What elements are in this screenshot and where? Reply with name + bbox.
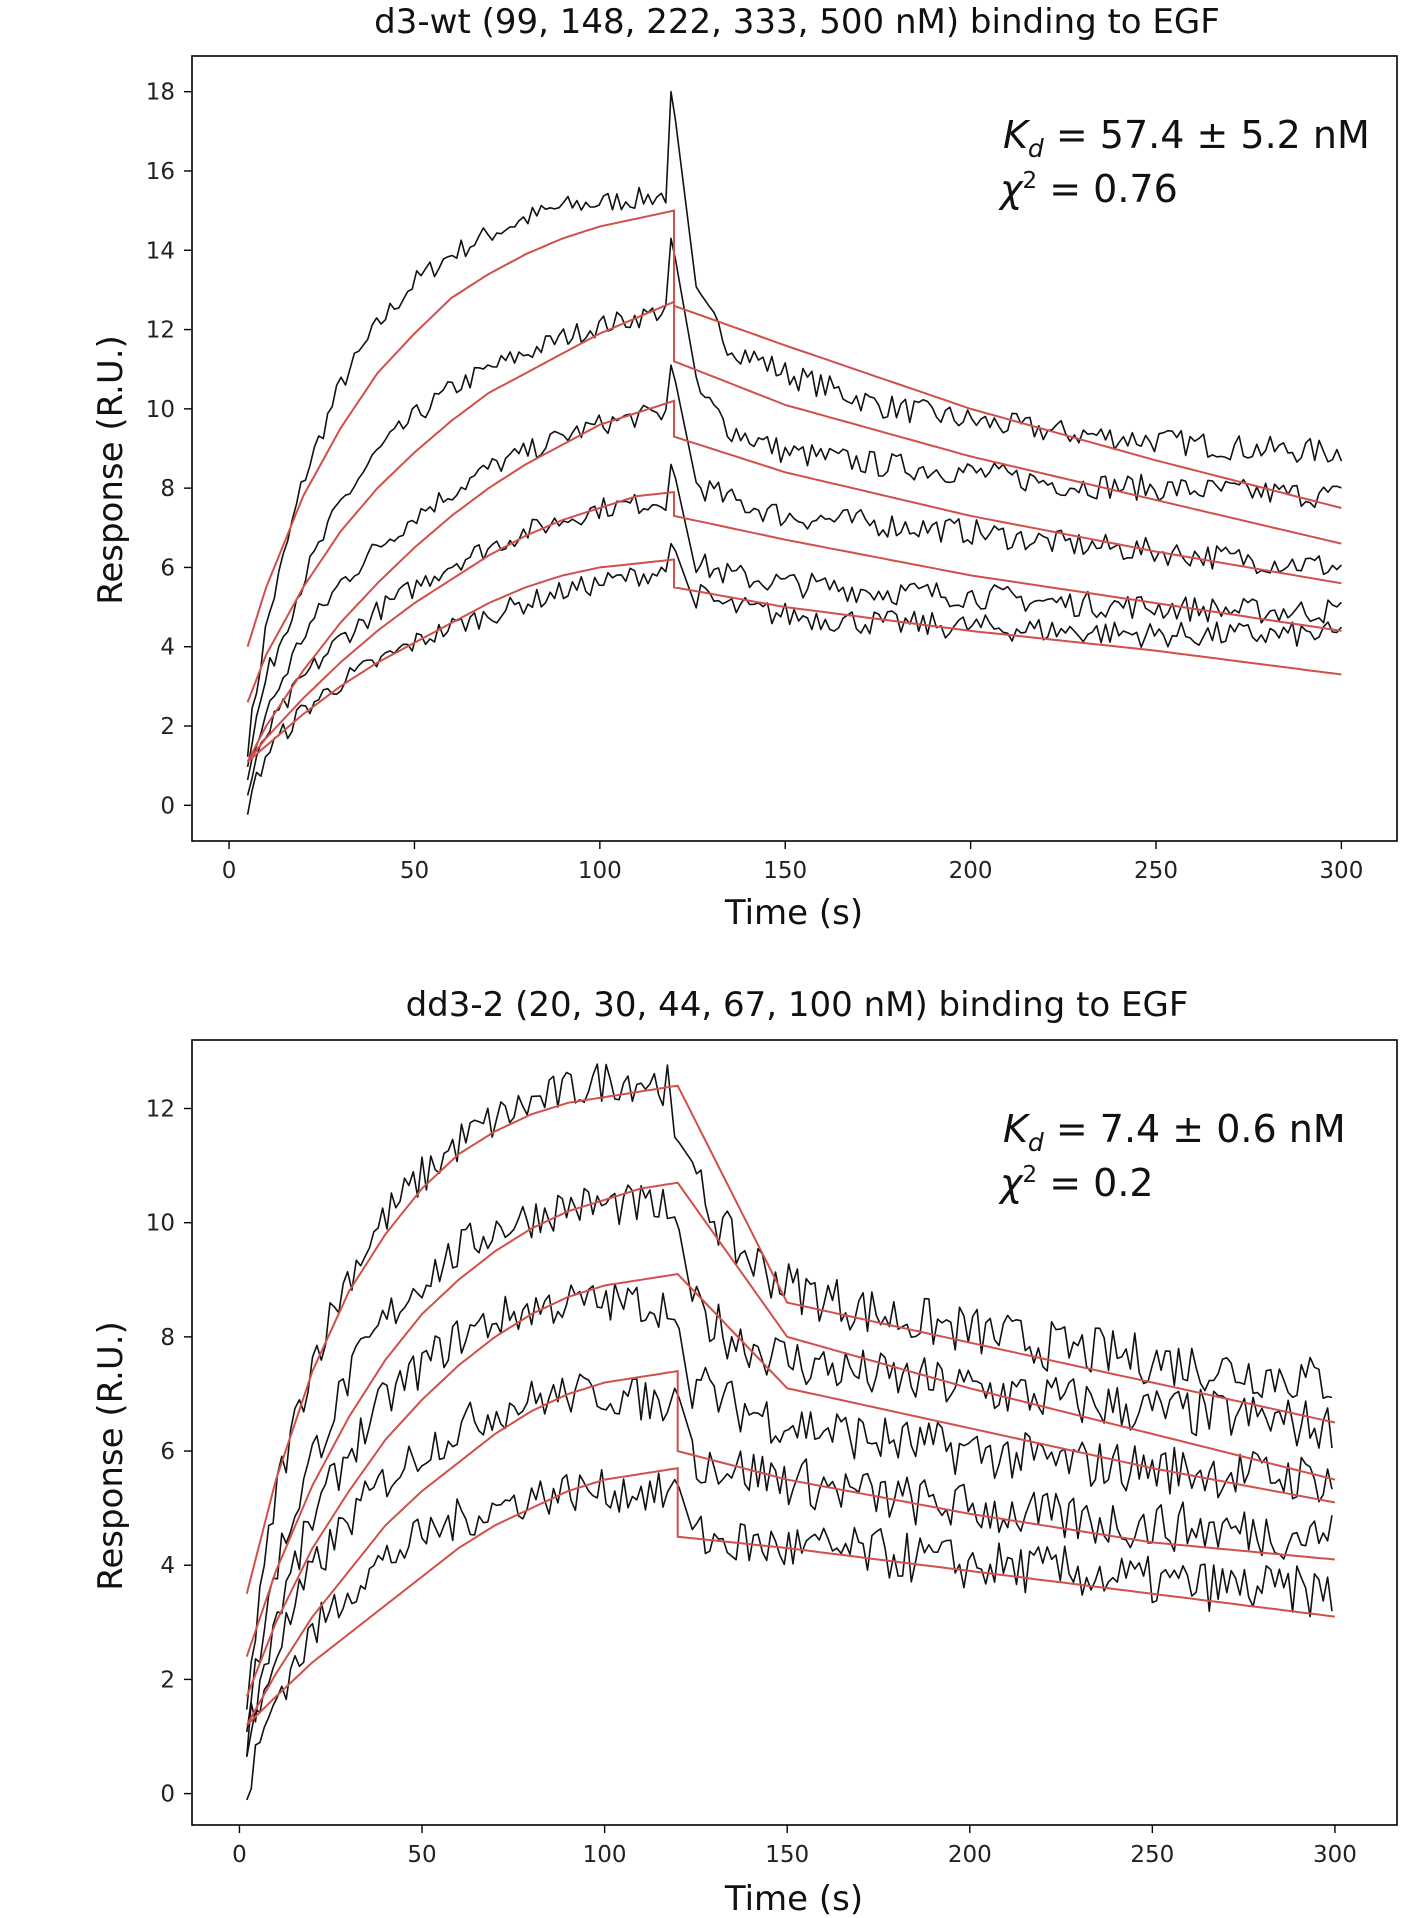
x-tick-label: 0 <box>222 858 237 884</box>
chi-superscript: 2 <box>1023 1162 1038 1188</box>
fit-curve-4 <box>245 1369 1335 1726</box>
response-trace-3 <box>246 1283 1333 1757</box>
x-tick-label: 300 <box>1319 858 1363 884</box>
chi-superscript: 2 <box>1023 168 1038 194</box>
response-trace-4 <box>246 463 1342 796</box>
x-axis-label: Time (s) <box>724 893 863 933</box>
kd-text: Kd = 7.4 ± 0.6 nM <box>1003 1107 1346 1157</box>
y-tick-label: 0 <box>160 1782 175 1808</box>
x-tick-label: 200 <box>949 858 993 884</box>
plot-frame <box>191 55 1398 842</box>
y-axis-label: Response (R.U.) <box>91 335 131 605</box>
chi-symbol: χ <box>998 1161 1024 1205</box>
y-tick-label: 8 <box>160 476 175 502</box>
x-tick-label: 100 <box>583 1842 627 1868</box>
y-tick-label: 0 <box>160 793 175 819</box>
kd-subscript: d <box>1028 134 1044 163</box>
y-tick-label: 4 <box>160 635 175 661</box>
kd-annotation: Kd = 57.4 ± 5.2 nM χ2 = 0.76 <box>998 113 1370 211</box>
y-tick-label: 2 <box>160 714 175 740</box>
x-tick-label: 100 <box>578 858 622 884</box>
chart-panel-d3-wt: d3-wt (99, 148, 222, 333, 500 nM) bindin… <box>91 2 1398 933</box>
x-tick-label: 250 <box>1130 1842 1174 1868</box>
kd-value: = 57.4 ± 5.2 nM <box>1044 113 1370 157</box>
response-trace-2 <box>246 237 1342 768</box>
series-layer <box>246 90 1343 815</box>
chi-value: = 0.76 <box>1037 167 1178 211</box>
y-tick-label: 18 <box>146 80 175 106</box>
x-tick-label: 0 <box>232 1842 247 1868</box>
y-tick-label: 16 <box>146 159 175 185</box>
kd-symbol: K <box>1003 113 1031 157</box>
x-tick-label: 200 <box>948 1842 992 1868</box>
x-tick-label: 150 <box>763 858 807 884</box>
tick-layer: 0 50 100 150 200 250 300 0 2 4 6 8 10 12 14 16 18 <box>146 80 1364 884</box>
chi-text: χ2 = 0.2 <box>998 1161 1154 1205</box>
y-tick-label: 6 <box>160 1439 175 1465</box>
fit-curve-3 <box>246 399 1342 763</box>
response-trace-3 <box>246 364 1342 781</box>
kd-annotation: Kd = 7.4 ± 0.6 nM χ2 = 0.2 <box>998 1107 1346 1205</box>
x-axis-label: Time (s) <box>724 1879 863 1918</box>
x-tick-label: 250 <box>1134 858 1178 884</box>
fit-curve-3 <box>245 1273 1336 1697</box>
response-trace-5 <box>246 1469 1333 1801</box>
fit-curve-2 <box>246 300 1342 703</box>
y-tick-label: 12 <box>146 318 175 344</box>
fit-curve-5 <box>246 558 1342 763</box>
response-trace-4 <box>246 1373 1333 1758</box>
tick-layer: 0 50 100 150 200 250 300 0 2 4 6 8 10 12 <box>146 1097 1357 1868</box>
fit-curve-1 <box>246 209 1342 647</box>
x-tick-label: 150 <box>765 1842 809 1868</box>
y-tick-label: 10 <box>146 1211 175 1237</box>
chart-title: dd3-2 (20, 30, 44, 67, 100 nM) binding t… <box>406 985 1189 1025</box>
y-tick-label: 4 <box>160 1553 175 1579</box>
chi-value: = 0.2 <box>1037 1161 1153 1205</box>
y-tick-label: 6 <box>160 555 175 581</box>
y-axis-label: Response (R.U.) <box>91 1321 131 1591</box>
response-trace-5 <box>246 542 1343 815</box>
kd-text: Kd = 57.4 ± 5.2 nM <box>1003 113 1370 163</box>
y-tick-label: 2 <box>160 1667 175 1693</box>
plot-frame <box>191 1039 1398 1826</box>
fit-curve-1 <box>245 1084 1336 1595</box>
y-tick-label: 10 <box>146 397 175 423</box>
fit-curve-5 <box>246 1467 1336 1726</box>
kd-subscript: d <box>1028 1128 1044 1157</box>
fit-curve-4 <box>246 490 1342 763</box>
response-trace-2 <box>246 1184 1333 1733</box>
x-tick-label: 300 <box>1313 1842 1357 1868</box>
y-tick-label: 14 <box>146 238 175 264</box>
chi-text: χ2 = 0.76 <box>998 167 1178 211</box>
chi-symbol: χ <box>998 167 1024 211</box>
chart-panel-dd3-2: dd3-2 (20, 30, 44, 67, 100 nM) binding t… <box>91 985 1398 1918</box>
x-tick-label: 50 <box>400 858 429 884</box>
chart-title: d3-wt (99, 148, 222, 333, 500 nM) bindin… <box>374 2 1220 42</box>
kd-symbol: K <box>1003 1107 1031 1151</box>
kd-value: = 7.4 ± 0.6 nM <box>1044 1107 1346 1151</box>
y-tick-label: 12 <box>146 1097 175 1123</box>
y-tick-label: 8 <box>160 1325 175 1351</box>
response-trace-1 <box>246 90 1343 757</box>
x-tick-label: 50 <box>407 1842 436 1868</box>
series-layer <box>245 1063 1336 1801</box>
fit-curve-2 <box>245 1181 1336 1657</box>
